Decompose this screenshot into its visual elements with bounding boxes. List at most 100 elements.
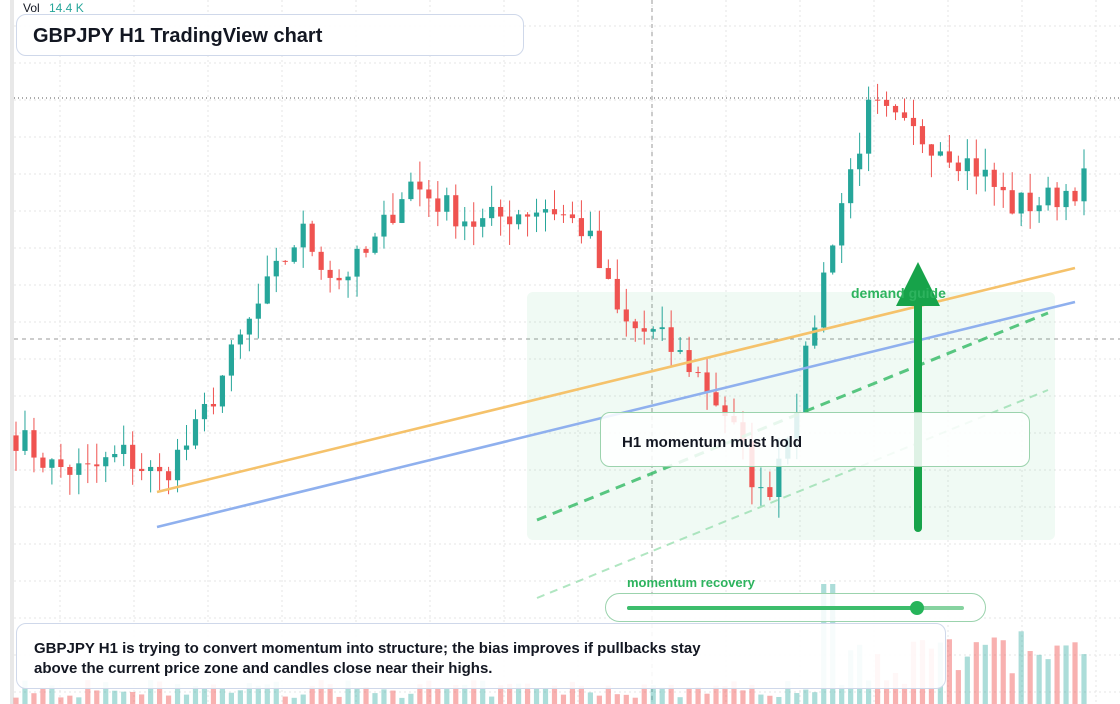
volume-bar [686,687,692,704]
volume-bar [596,695,602,704]
volume-bar [812,692,818,704]
volume-bar [524,683,531,704]
candle [1054,182,1060,221]
volume-bar [839,684,845,704]
volume-bar [991,637,997,704]
description-card: GBPJPY H1 is trying to convert momentum … [16,623,946,689]
volume-bar [345,680,351,704]
candle [130,431,136,485]
candle [973,139,979,195]
candle [40,452,46,473]
candle [1072,187,1078,206]
volume-bar [372,693,378,704]
candle [300,210,306,268]
volume-bar [174,684,181,704]
volume-bar [695,686,701,704]
candle [336,269,342,290]
candle [49,458,55,485]
volume-bar [228,692,234,704]
candle [542,199,549,232]
volume-bar [85,680,91,704]
candle [381,200,387,249]
volume-bar [76,697,82,704]
volume-bar [1045,659,1051,704]
volume-bar [1027,651,1033,704]
volume-bar [722,686,728,704]
volume-bar [201,688,208,704]
candle [58,443,64,478]
candle [803,341,809,414]
candle [587,211,593,239]
candle [22,410,28,455]
candle [866,86,872,172]
candle [85,444,91,484]
volume-bar [363,687,369,704]
candle [327,260,333,293]
candle [605,259,611,280]
volume-bar [866,680,872,704]
candle [309,220,315,257]
candle [892,104,899,121]
candle [955,155,961,182]
volume-bar [955,670,961,704]
candle [839,193,845,264]
volume-bars [13,584,1087,704]
candle [255,283,261,339]
volume-bar [632,697,638,704]
volume-bar [309,685,315,704]
volume-bar [210,684,217,704]
volume-bar [794,693,800,704]
volume-bar [112,690,118,704]
volume-bar [336,696,342,704]
candle [246,317,252,352]
chart-title: GBPJPY H1 TradingView chart [33,25,323,47]
candle [363,246,369,258]
volume-bar [444,689,450,704]
volume-label: Vol [23,1,40,15]
candle [462,206,468,241]
momentum-guide-lower [536,389,1049,599]
volume-bar [964,656,970,704]
candle [614,259,620,314]
volume-bar [94,690,100,704]
candle [848,158,854,219]
candle [453,184,459,239]
candle [489,185,495,226]
candle [390,193,396,225]
volume-bar [883,680,890,704]
volume-bar [901,683,908,704]
candle [767,471,773,501]
candle [919,119,926,154]
candle [857,132,863,186]
candle [210,387,217,415]
candle [354,245,360,297]
momentum-recovery-slider[interactable] [605,593,986,622]
volume-bar [569,681,576,704]
candle [946,135,952,168]
candle [677,337,683,355]
volume-bar [1036,654,1042,704]
candle [237,329,243,359]
candle [13,421,19,471]
volume-bar [480,680,486,704]
volume-bar [507,683,513,704]
candle [928,144,935,178]
candle [139,453,145,481]
candle [560,204,567,223]
candle [1063,184,1069,221]
volume-bar [542,687,549,704]
volume-bar [668,684,674,704]
candle [695,366,701,378]
momentum-recovery-label: momentum recovery [627,575,755,590]
slider-thumb[interactable] [909,601,924,615]
volume-bar [605,685,611,704]
volume-bar [327,684,333,704]
candle [901,98,908,121]
volume-bar [399,697,405,704]
volume-bar [148,680,154,704]
volume-bar [587,692,593,704]
volume-bar [453,685,459,704]
volume-bar [264,684,270,704]
arrow-head-icon [896,262,940,306]
volume-bar [1009,673,1015,704]
